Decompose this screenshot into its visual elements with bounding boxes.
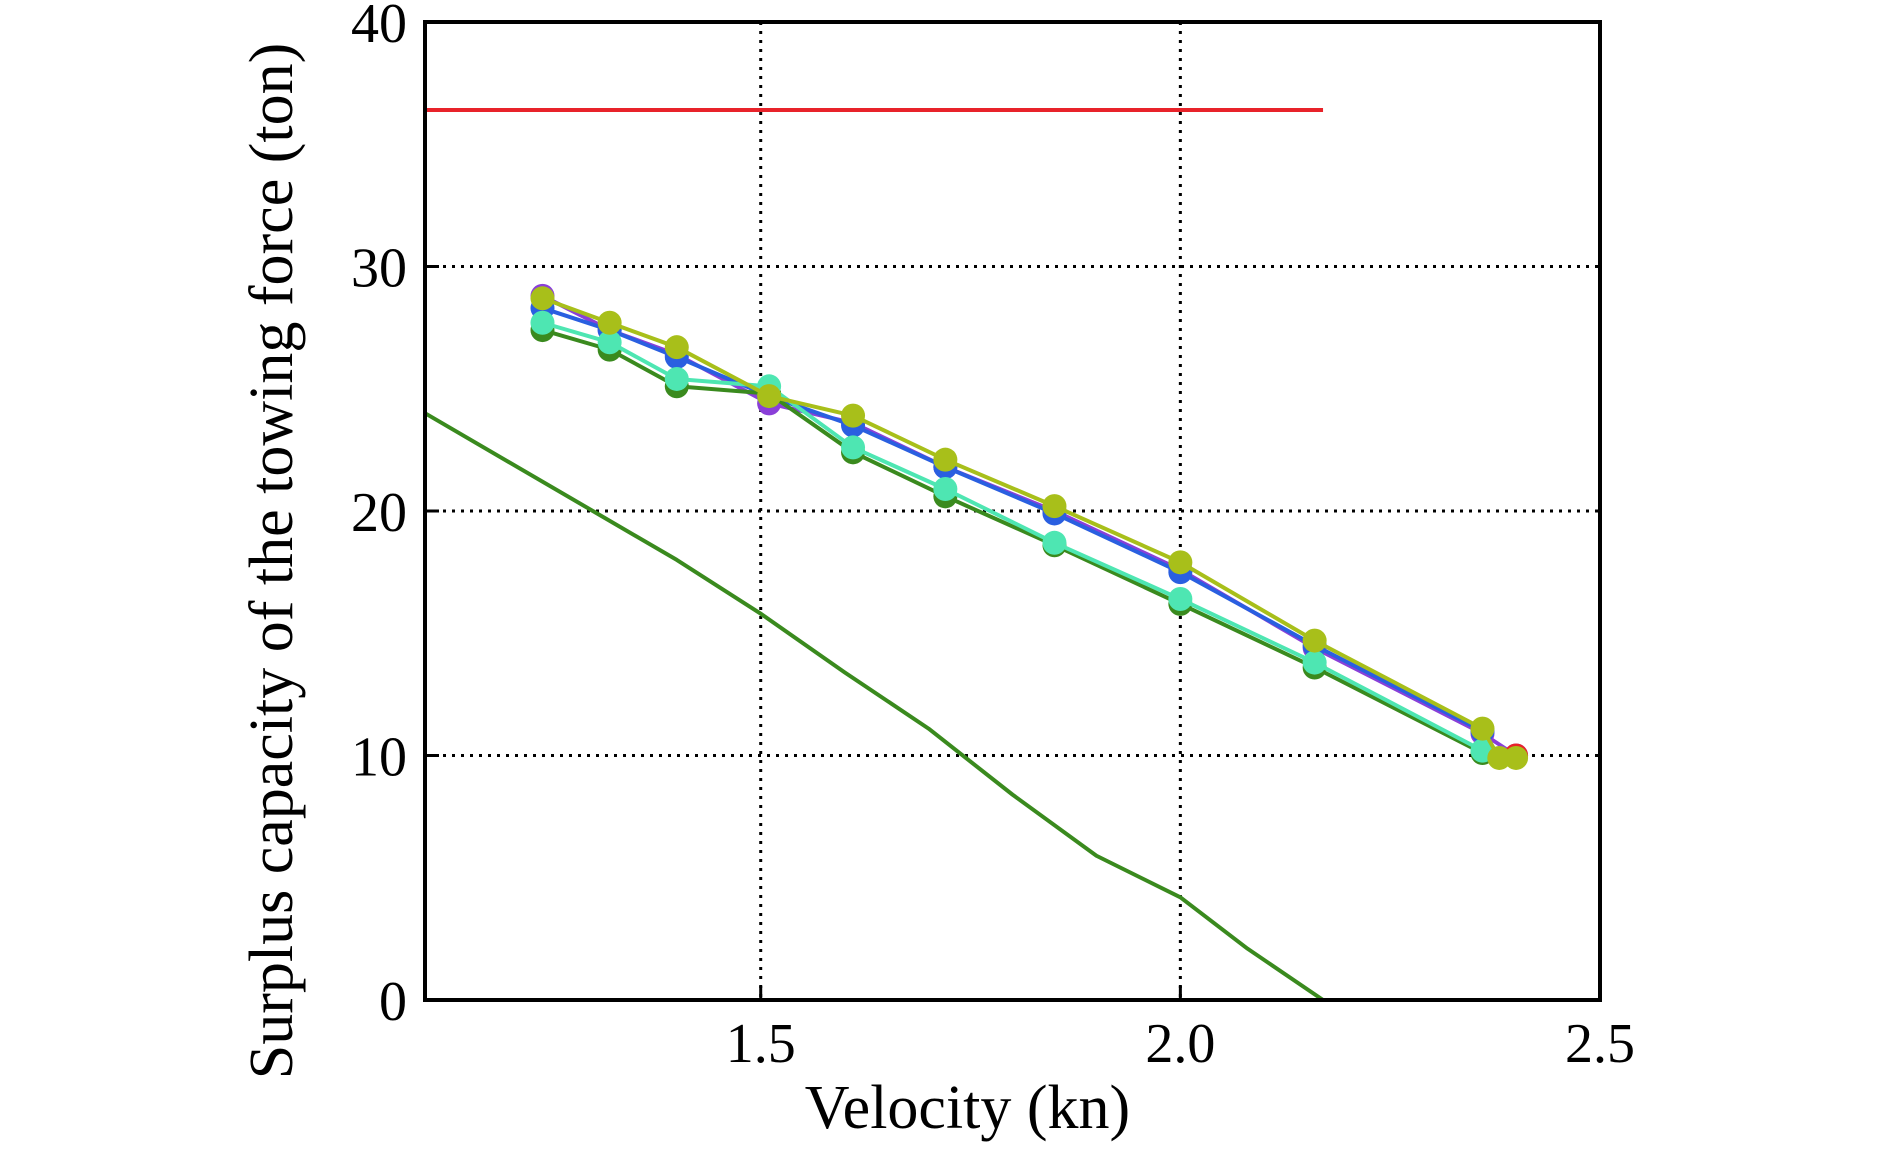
plot-series xyxy=(423,108,1529,1002)
series-6 xyxy=(530,310,1495,763)
series-1-line xyxy=(423,411,1325,1002)
series-4 xyxy=(530,296,1495,744)
series-7-point-10 xyxy=(1487,745,1512,770)
x-tick-label-2: 2.5 xyxy=(1565,1013,1635,1075)
series-7-point-1 xyxy=(597,310,622,335)
y-axis-label: Surplus capacity of the towing force (to… xyxy=(238,43,306,1079)
series-6-point-8 xyxy=(1302,650,1327,675)
series-1 xyxy=(423,411,1325,1002)
series-7-point-7 xyxy=(1168,550,1193,575)
series-7 xyxy=(530,286,1529,770)
series-2-line xyxy=(541,294,1518,758)
series-7-point-8 xyxy=(1302,628,1327,653)
y-tick-label-3: 30 xyxy=(351,238,407,300)
y-tick-label-4: 40 xyxy=(351,0,407,55)
series-6-point-6 xyxy=(1042,530,1067,555)
x-tick-label-0: 1.5 xyxy=(726,1013,796,1075)
series-7-point-2 xyxy=(664,335,689,360)
y-tick-label-2: 20 xyxy=(351,482,407,544)
series-6-point-5 xyxy=(933,476,958,501)
series-6-point-7 xyxy=(1168,587,1193,612)
series-4-line xyxy=(541,306,1484,733)
x-axis-label: Velocity (kn) xyxy=(805,1074,1130,1142)
series-7-point-0 xyxy=(530,286,555,311)
series-7-point-3 xyxy=(757,384,782,409)
series-6-point-1 xyxy=(597,330,622,355)
grid-lines xyxy=(425,22,1600,1000)
series-6-point-0 xyxy=(530,310,555,335)
series-5-line xyxy=(541,328,1484,755)
series-7-line xyxy=(541,296,1517,760)
y-tick-label-0: 0 xyxy=(379,971,407,1033)
x-tick-label-1: 2.0 xyxy=(1145,1013,1215,1075)
series-7-point-5 xyxy=(933,447,958,472)
x-axis-ticks: 1.5 2.0 2.5 xyxy=(726,986,1635,1075)
series-7-point-9 xyxy=(1470,716,1495,741)
series-6-point-2 xyxy=(664,366,689,391)
series-7-point-6 xyxy=(1042,494,1067,519)
series-6-line xyxy=(541,320,1484,753)
series-7-point-11 xyxy=(1504,745,1529,770)
y-tick-label-1: 10 xyxy=(351,727,407,789)
series-6-point-4 xyxy=(841,435,866,460)
y-axis-ticks: 0 10 20 30 40 xyxy=(351,0,439,1033)
series-7-point-4 xyxy=(841,403,866,428)
